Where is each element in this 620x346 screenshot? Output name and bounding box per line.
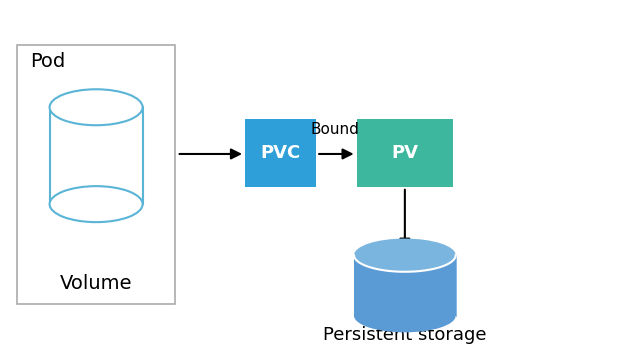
- Text: PVC: PVC: [261, 144, 301, 162]
- Bar: [354, 255, 456, 316]
- Text: Pod: Pod: [30, 52, 65, 71]
- Ellipse shape: [50, 186, 143, 222]
- Text: PV: PV: [391, 144, 419, 162]
- Ellipse shape: [50, 89, 143, 125]
- Bar: [245, 119, 316, 187]
- Text: Persistent storage: Persistent storage: [323, 326, 487, 344]
- Text: Volume: Volume: [60, 274, 132, 293]
- Ellipse shape: [354, 239, 456, 272]
- Text: Bound: Bound: [311, 122, 359, 137]
- Ellipse shape: [354, 299, 456, 332]
- Bar: [356, 119, 453, 187]
- Bar: [17, 45, 175, 304]
